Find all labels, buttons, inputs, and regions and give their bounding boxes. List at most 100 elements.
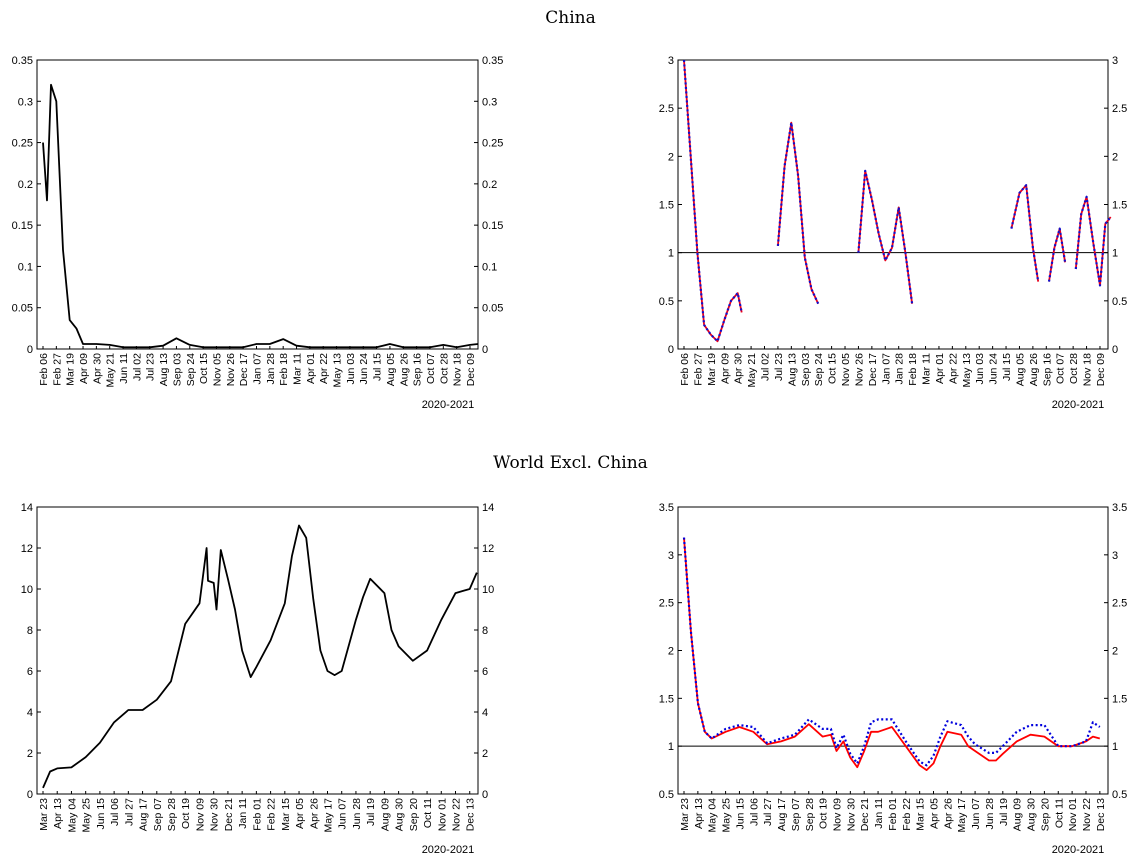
world-left-ytick-label-left: 2 xyxy=(27,748,33,760)
world-right-ytick-label-left: 3.5 xyxy=(659,502,674,514)
world-left-xtick-label: Aug 17 xyxy=(138,798,150,831)
world-left-xlabel: 2020-2021 xyxy=(422,844,475,856)
world-right-xtick-label: Nov 09 xyxy=(831,798,843,831)
world-right-xtick-label: May 25 xyxy=(721,798,733,833)
world-left-ytick-label-right: 4 xyxy=(482,707,488,719)
china-left-xtick-label: Dec 09 xyxy=(465,353,477,386)
china-right-xtick-label: May 13 xyxy=(961,353,973,388)
world-left-ytick-label-right: 12 xyxy=(482,543,494,555)
world-left-frame xyxy=(36,506,479,795)
china-right-xtick-label: Feb 18 xyxy=(907,353,919,386)
world-right-xtick-label: Oct 11 xyxy=(1053,798,1065,828)
china-right-xtick-label: Sep 16 xyxy=(1041,353,1053,386)
china-left-xtick-label: Aug 05 xyxy=(385,353,397,386)
china-right-xtick-label: Nov 26 xyxy=(853,353,865,386)
china-left-xtick-label: Mar 19 xyxy=(65,353,77,386)
world-left-xtick-label: Oct 19 xyxy=(180,798,192,829)
world-right-ytick-label-left: 2.5 xyxy=(659,598,674,610)
china-right-ytick-label-left: 1 xyxy=(668,248,674,260)
world-right-xtick-label: Nov 22 xyxy=(1081,798,1093,831)
china-right-ytick-label-right: 0 xyxy=(1112,344,1118,356)
world-left-ytick-label-right: 0 xyxy=(482,789,488,801)
world-right-ytick-label-right: 3 xyxy=(1112,550,1118,562)
china-right-xtick-label: Jul 15 xyxy=(1001,353,1013,381)
china-left-xtick-label: Aug 26 xyxy=(398,353,410,386)
china-left-xtick-label: Nov 18 xyxy=(452,353,464,386)
china-right-xtick-label: Oct 07 xyxy=(1055,353,1067,384)
world-left-xtick-label: Apr 26 xyxy=(308,798,320,829)
china-left-xtick-label: Apr 01 xyxy=(305,353,317,384)
china-right-xtick-label: May 21 xyxy=(746,353,758,388)
world-left-xtick-label: May 04 xyxy=(66,798,78,833)
world-left-xtick-label: Aug 30 xyxy=(394,798,406,831)
china-right-ytick-label-right: 3 xyxy=(1112,55,1118,67)
world-left-xtick-label: Nov 22 xyxy=(451,798,463,831)
world-right-ytick-label-right: 0.5 xyxy=(1112,789,1127,801)
world-left-ytick-label-left: 8 xyxy=(27,625,33,637)
world-left-xtick-label: Nov 30 xyxy=(209,798,221,831)
china-right-xtick-label: Dec 09 xyxy=(1095,353,1107,386)
china-right-xtick-label: Jul 02 xyxy=(760,353,772,381)
world-right-xtick-label: Jul 19 xyxy=(998,798,1010,826)
world-left-xtick-label: May 17 xyxy=(322,798,334,833)
china-left-xtick-label: Jul 23 xyxy=(145,353,157,381)
china-right-frame xyxy=(677,59,1109,350)
china-right-series-line xyxy=(1048,227,1066,282)
world-left-xtick-label: Apr 05 xyxy=(294,798,306,829)
china-left-ytick-label-left: 0.25 xyxy=(12,138,33,150)
china-left-series-line xyxy=(42,83,479,349)
china-left-xtick-label: Oct 28 xyxy=(438,353,450,384)
world-left-xtick-label: Jun 28 xyxy=(351,798,363,830)
world-right-xtick-label: Apr 13 xyxy=(693,798,705,829)
world-right-xtick-label: Jan 11 xyxy=(873,798,885,829)
world-right-ytick-label-right: 3.5 xyxy=(1112,502,1127,514)
china-left-ytick-label-left: 0.05 xyxy=(12,303,33,315)
china-right-ytick-label-left: 1.5 xyxy=(659,200,674,212)
world-left-ytick-label-left: 0 xyxy=(27,789,33,801)
world-right-xtick-label: Mar 23 xyxy=(679,798,691,831)
china-left-ytick-label-right: 0.1 xyxy=(482,261,497,273)
china-right-series-line xyxy=(857,169,913,304)
world-left-xtick-label: Jan 11 xyxy=(237,798,249,829)
world-right-xtick-label: Apr 26 xyxy=(942,798,954,829)
china-right-series-line xyxy=(1074,195,1112,287)
section-title-china: China xyxy=(545,8,596,28)
china-left-ytick-label-right: 0.15 xyxy=(482,220,503,232)
world-right-ytick-label-left: 1.5 xyxy=(659,693,674,705)
china-right-ytick-label-left: 2 xyxy=(668,151,674,163)
world-right-series-line xyxy=(682,537,1101,767)
china-left-xtick-label: Feb 18 xyxy=(278,353,290,386)
world-right-xlabel: 2020-2021 xyxy=(1052,844,1105,856)
china-left-xtick-label: Apr 09 xyxy=(78,353,90,384)
world-right-xtick-label: Aug 09 xyxy=(1012,798,1024,831)
world-left-xtick-label: Jun 07 xyxy=(337,798,349,830)
china-right-series-line xyxy=(857,169,914,304)
world-left-xtick-label: Nov 01 xyxy=(436,798,448,831)
world-left-xtick-label: Sep 28 xyxy=(166,798,178,831)
china-right-series-line xyxy=(1047,227,1067,282)
world-right-xtick-label: Apr 05 xyxy=(929,798,941,829)
world-right-xtick-label: Feb 22 xyxy=(901,798,913,831)
china-left-ytick-label-left: 0.1 xyxy=(18,261,33,273)
china-right-series-line xyxy=(682,59,743,343)
china-left-xtick-label: Oct 07 xyxy=(425,353,437,384)
world-right-frame xyxy=(677,506,1109,795)
china-left-ytick-label-right: 0.05 xyxy=(482,303,503,315)
china-right-ytick-label-left: 0.5 xyxy=(659,296,674,308)
china-left-ytick-label-right: 0.2 xyxy=(482,179,497,191)
china-right-ytick-label-right: 1.5 xyxy=(1112,200,1127,212)
world-left-ytick-label-right: 8 xyxy=(482,625,488,637)
china-left-xtick-label: Jul 15 xyxy=(372,353,384,381)
china-right-xtick-label: Aug 26 xyxy=(1028,353,1040,386)
world-right-xtick-label: Jun 15 xyxy=(734,798,746,830)
world-left-xtick-label: Mar 23 xyxy=(38,798,50,831)
world-left-xtick-label: Feb 22 xyxy=(266,798,278,831)
china-left-xtick-label: Jan 07 xyxy=(251,353,263,385)
world-right-xtick-label: Nov 30 xyxy=(845,798,857,831)
china-right-series-line xyxy=(1010,184,1040,282)
china-right-xtick-label: Feb 06 xyxy=(679,353,691,386)
china-right-xtick-label: Apr 30 xyxy=(733,353,745,384)
world-left-xtick-label: Dec 21 xyxy=(223,798,235,831)
world-left-xtick-label: Dec 13 xyxy=(465,798,477,831)
